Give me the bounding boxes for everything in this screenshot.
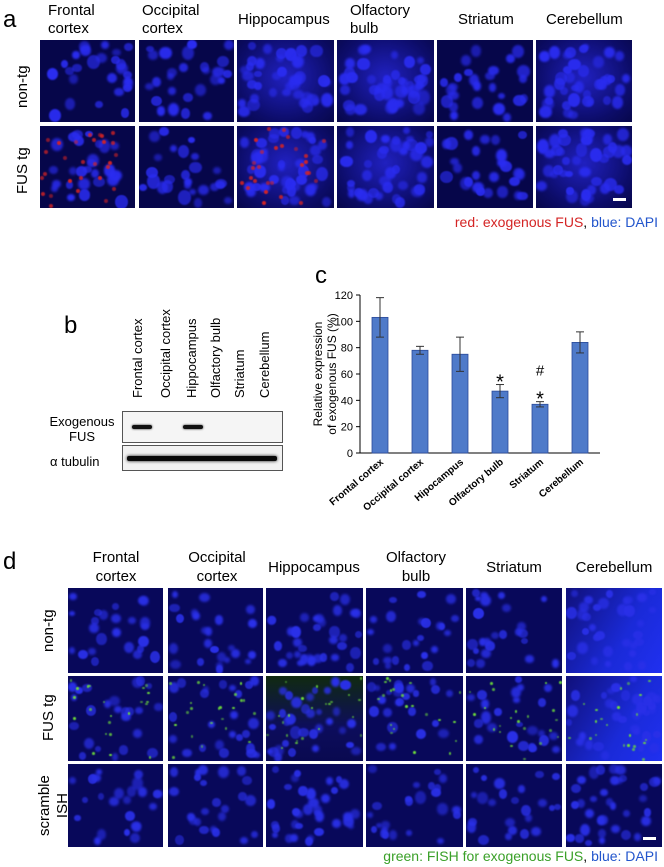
bar [491,390,509,454]
bar [531,403,549,454]
panel-d-tile-scramble-frontal [68,764,163,847]
significance-mark: * [496,372,504,394]
significance-mark: # [536,363,545,380]
panel-d-col-cerebellum: Cerebellum [575,559,653,576]
panel-d-tile-fustg-hippocampus [266,676,363,761]
panel-d-caption: green: FISH for exogenous FUS, blue: DAP… [383,848,658,864]
panel-d-tile-fustg-striatum [466,676,562,761]
panel-c-letter: c [315,262,327,289]
y-tick-label: 60 [341,369,353,381]
bar [571,342,589,454]
wb-lane-striatum: Striatum [232,349,247,398]
panel-d-letter: d [3,548,17,575]
x-tick-label: Cerebellum [537,457,586,501]
y-tick-label: 80 [341,343,353,355]
caption-sep-d: , [583,848,592,864]
panel-d-tile-nontg-hippocampus [266,588,363,673]
panel-d-tile-scramble-occipital [168,764,263,847]
y-tick-label: 20 [341,422,353,434]
panel-a-tile-fustg-cerebellum [536,126,632,208]
panel-d-tile-scramble-olfactory [366,764,463,847]
caption-blue-text: blue: DAPI [591,214,658,230]
panel-a-tile-nontg-olfactory [337,40,434,122]
panel-d-col-striatum: Striatum [486,559,542,576]
panel-a-tile-fustg-occipital [139,126,234,208]
panel-d-tile-scramble-hippocampus [266,764,363,847]
panel-a-col-occipital: Occipital cortex [142,2,200,37]
y-tick-label: 120 [335,290,353,302]
panel-a-tile-fustg-olfactory [337,126,434,208]
panel-a-col-olfactory: Olfactory bulb [350,2,411,37]
wb-band-fus-lane3 [183,425,203,429]
y-tick-label: 40 [341,395,353,407]
panel-d-tile-fustg-occipital [168,676,263,761]
panel-a-tile-nontg-frontal [40,40,135,122]
wb-row-label-fus: Exogenous FUS [49,414,115,444]
panel-a-caption: red: exogenous FUS, blue: DAPI [455,214,658,230]
significance-mark: * [536,389,544,411]
panel-a-col-striatum: Striatum [458,11,514,28]
panel-d-tile-nontg-cerebellum [566,588,662,673]
caption-green-text: green: FISH for exogenous FUS [383,848,584,864]
panel-a-tile-nontg-cerebellum [536,40,632,122]
panel-a-col-cerebellum: Cerebellum [546,11,623,28]
panel-a-letter: a [3,6,17,33]
wb-lane-occipital: Occipital cortex [158,309,173,398]
panel-d-tile-fustg-olfactory [366,676,463,761]
panel-d-col-hippocampus: Hippocampus [268,559,360,576]
wb-lane-frontal: Frontal cortex [130,318,145,398]
wb-lane-cerebellum: Cerebellum [257,331,272,398]
panel-d-tile-scramble-striatum [466,764,562,847]
y-tick-label: 0 [347,448,353,460]
panel-d-row-nontg: non-tg [40,609,57,652]
wb-blot-fus [122,411,283,443]
panel-d-row-scramble: scramble ISH [36,775,71,836]
y-axis-label: Relative expression [311,322,325,427]
y-axis-label: of exogenous FUS (%) [325,313,339,434]
panel-d-tile-nontg-frontal [68,588,163,673]
panel-d-col-olfactory: Olfactory bulb [385,549,446,585]
wb-row-label-tubulin: α tubulin [50,454,100,469]
wb-band-tubulin [127,456,277,461]
panel-d-tile-fustg-frontal [68,676,163,761]
panel-a-tile-nontg-occipital [139,40,234,122]
panel-a-row-nontg: non-tg [14,65,31,108]
bar [371,316,389,454]
bar [411,349,429,454]
panel-d-row-fustg: FUS tg [40,694,57,741]
panel-d-col-occipital: Occipital cortex [188,549,246,585]
y-tick-label: 100 [335,316,353,328]
x-tick-label: Striatum [508,457,546,492]
panel-d-tile-nontg-occipital [168,588,263,673]
panel-d-tile-scramble-cerebellum [566,764,662,847]
panel-d-tile-nontg-olfactory [366,588,463,673]
caption-red-text: red: exogenous FUS [454,214,584,230]
panel-b-letter: b [64,312,78,339]
panel-a-col-frontal: Frontal cortex [48,2,95,37]
panel-a-tile-fustg-striatum [437,126,533,208]
panel-a-tile-nontg-hippocampus [237,40,334,122]
panel-d-tile-nontg-striatum [466,588,562,673]
wb-lane-hippocampus: Hippocampus [184,318,199,399]
wb-lane-olfactory: Olfactory bulb [208,317,223,398]
caption-sep: , [583,214,592,230]
panel-a-col-hippocampus: Hippocampus [238,11,330,28]
panel-a-tile-nontg-striatum [437,40,533,122]
wb-blot-tubulin [122,445,283,471]
wb-band-fus-lane1 [132,425,152,429]
scale-bar [613,198,626,201]
scale-bar [643,837,656,840]
panel-d-tile-fustg-cerebellum [566,676,662,761]
panel-c-bar-chart: 0 20 40 60 80 100 120 Relative expression of exo… [311,290,600,514]
panel-a-tile-fustg-hippocampus [237,126,334,208]
panel-d-col-frontal: Frontal cortex [92,549,140,585]
panel-a-row-fustg: FUS tg [14,147,31,194]
panel-a-tile-fustg-frontal [40,126,135,208]
caption-blue-text-d: blue: DAPI [591,848,658,864]
